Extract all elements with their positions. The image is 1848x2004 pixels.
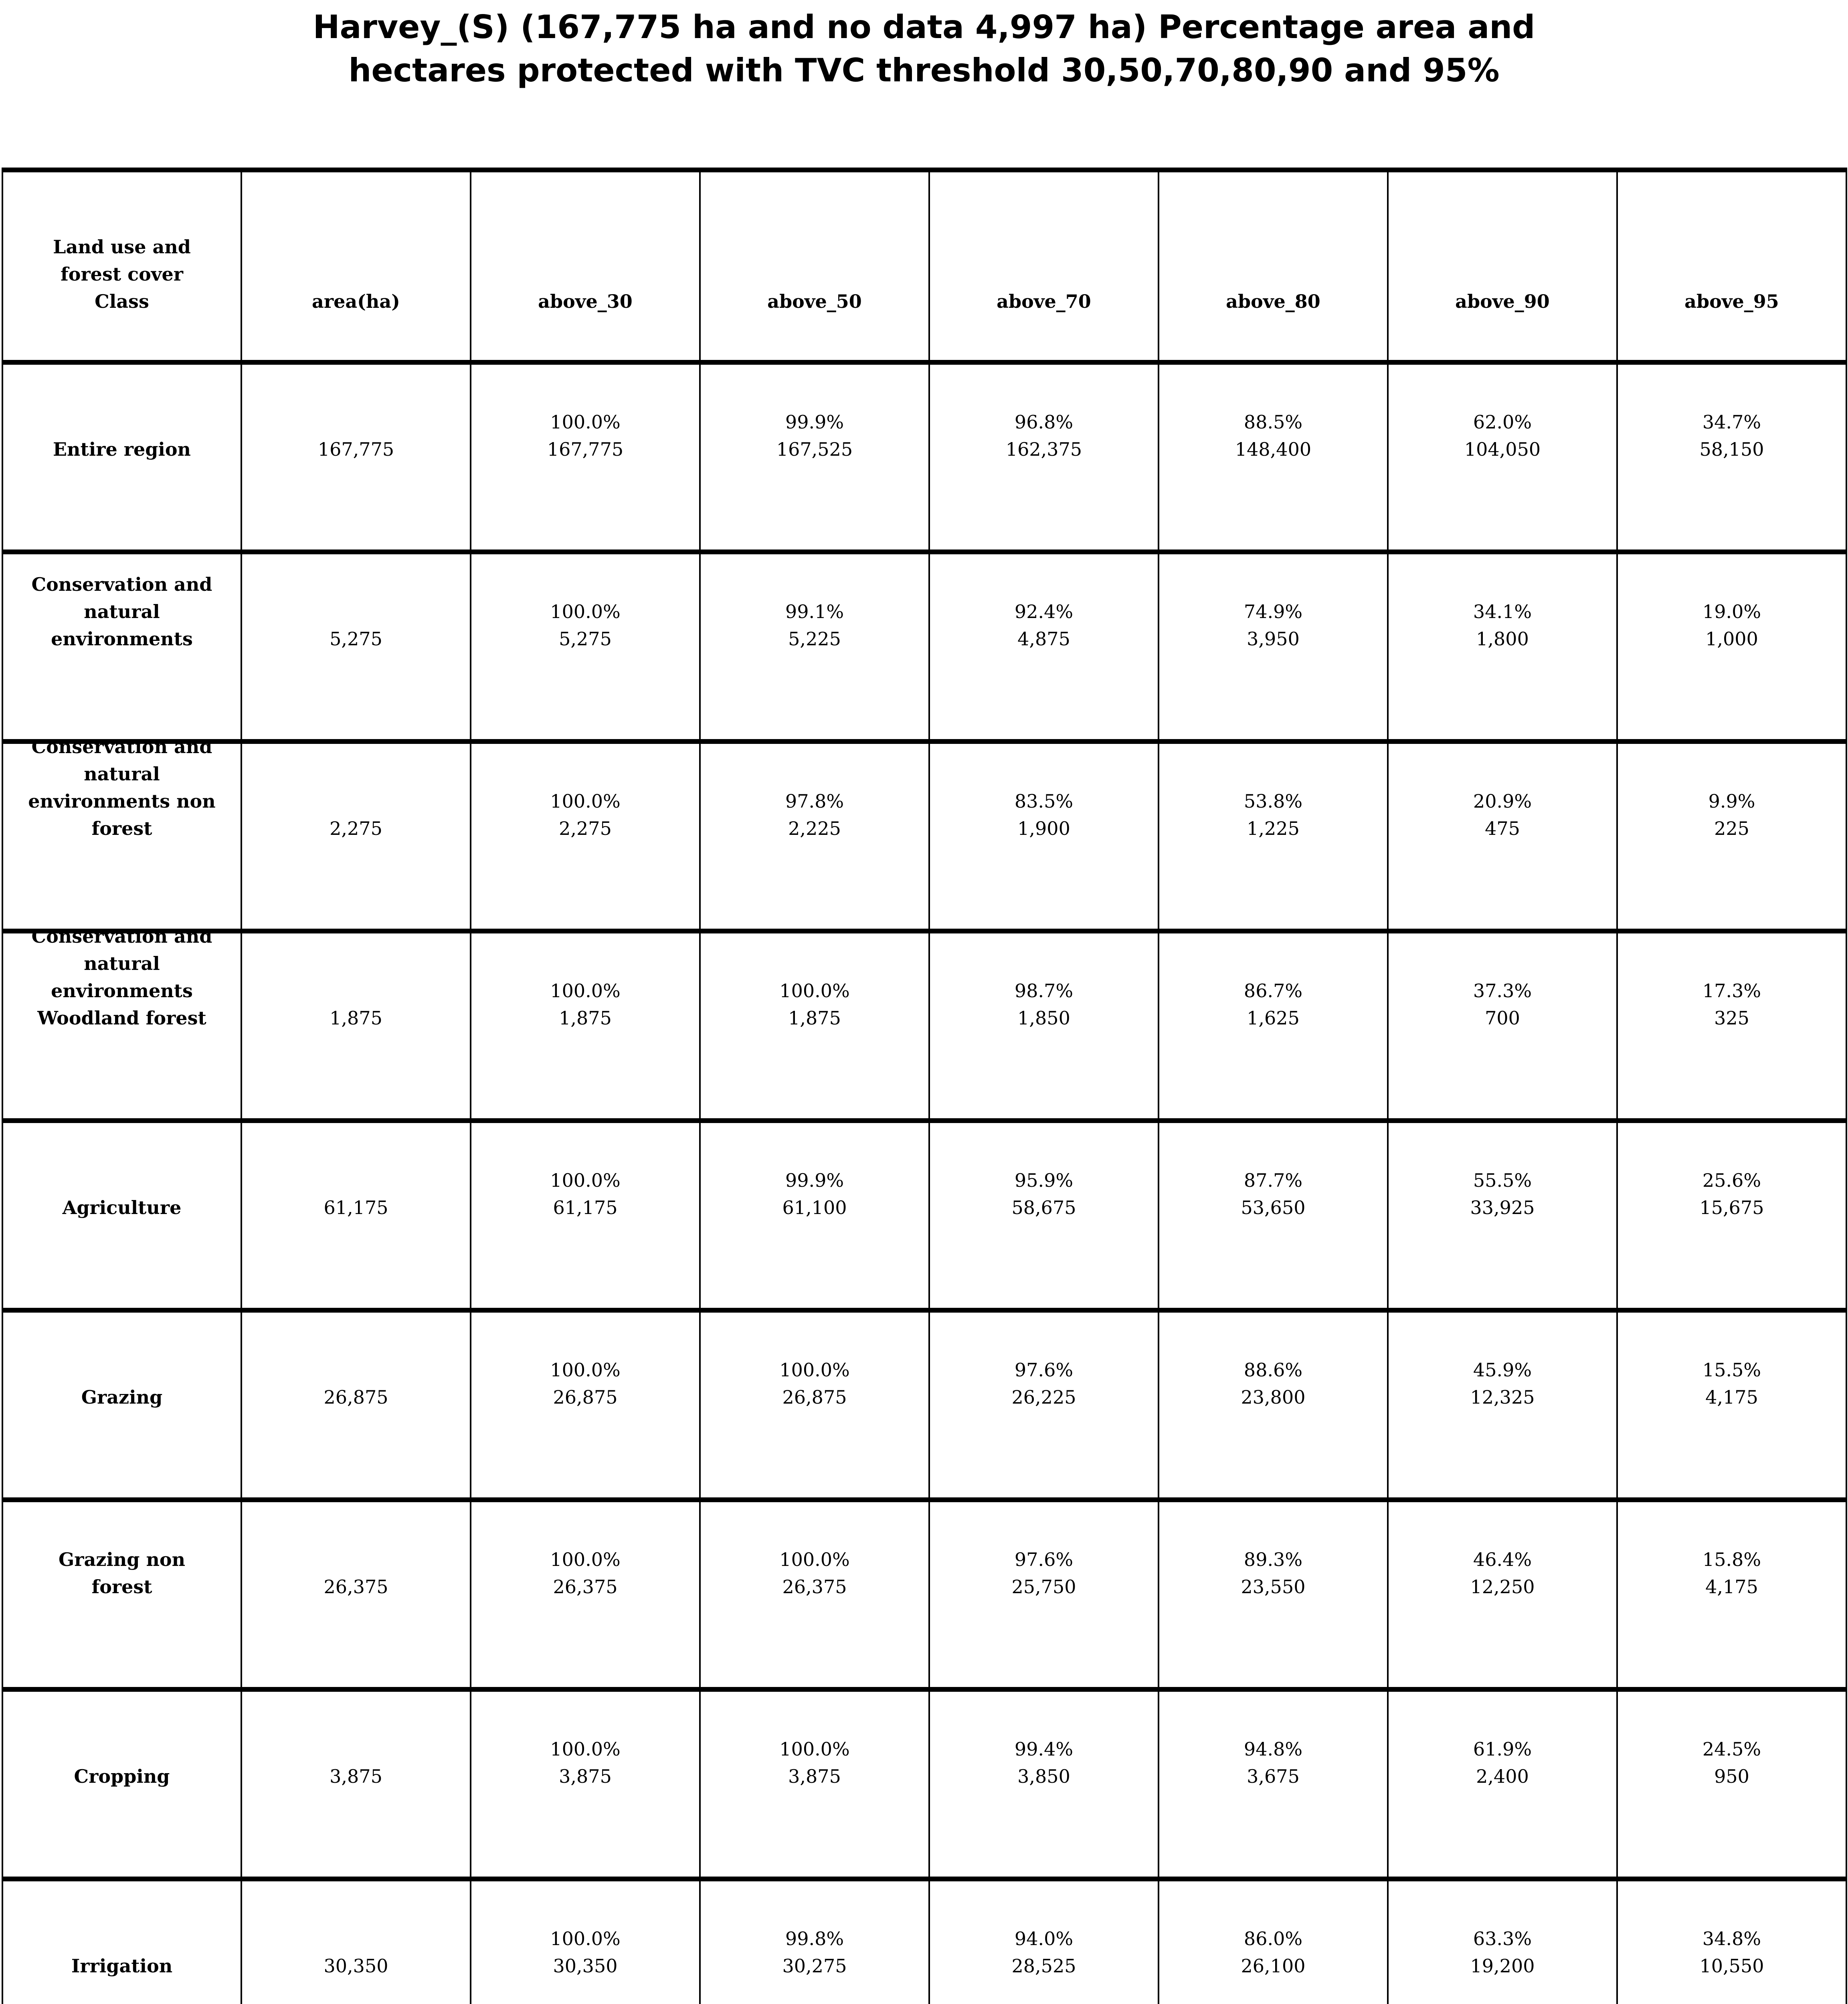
table-cell: 83.5% 1,900 — [928, 741, 1159, 931]
table-row: Conservation and natural environments Wo… — [2, 925, 1847, 1121]
table-cell: 26,875 — [241, 1310, 471, 1500]
table-cell: 53.8% 1,225 — [1158, 741, 1389, 931]
table-cell: 100.0% 26,375 — [470, 1500, 701, 1689]
table-cell: 37.3% 700 — [1387, 931, 1618, 1121]
table-cell: 86.0% 26,100 — [1158, 1879, 1389, 2004]
table-cell: 97.6% 26,225 — [928, 1310, 1159, 1500]
table-row: Grazing 26,875 100.0% 26,875 100.0% 26,8… — [2, 1310, 1847, 1500]
table-cell: 100.0% 3,875 — [699, 1689, 930, 1879]
table-cell: 30,350 — [241, 1879, 471, 2004]
table-cell: 74.9% 3,950 — [1158, 552, 1389, 741]
table-cell: 19.0% 1,000 — [1616, 552, 1847, 741]
row-label-cell: Grazing — [2, 1310, 242, 1500]
table-cell: 99.9% 167,525 — [699, 362, 930, 552]
table-cell: 89.3% 23,550 — [1158, 1500, 1389, 1689]
table-cell: 98.7% 1,850 — [928, 931, 1159, 1121]
table-row: Grazing non forest 26,375 100.0% 26,375 … — [2, 1500, 1847, 1689]
table-row: Entire region 167,775 100.0% 167,775 99.… — [2, 362, 1847, 552]
row-label-cell: Agriculture — [2, 1121, 242, 1310]
table-cell: 2,275 — [241, 741, 471, 931]
table-cell: 99.4% 3,850 — [928, 1689, 1159, 1879]
table-cell: 100.0% 167,775 — [470, 362, 701, 552]
table-row: Cropping 3,875 100.0% 3,875 100.0% 3,875… — [2, 1689, 1847, 1879]
table-cell: 1,875 — [241, 931, 471, 1121]
header-row: Land use and forest cover Class area(ha)… — [2, 170, 1847, 362]
table-cell: 100.0% 3,875 — [470, 1689, 701, 1879]
table-cell: 100.0% 61,175 — [470, 1121, 701, 1310]
table-cell: 17.3% 325 — [1616, 931, 1847, 1121]
table-cell: 100.0% 26,875 — [699, 1310, 930, 1500]
table-cell: 34.8% 10,550 — [1616, 1879, 1847, 2004]
row-label-cell: Conservation and natural environments Wo… — [2, 925, 242, 1121]
tvc-threshold-table: Land use and forest cover Class area(ha)… — [2, 168, 1847, 2004]
row-label-cell: Grazing non forest — [2, 1500, 242, 1689]
table-cell: 9.9% 225 — [1616, 741, 1847, 931]
column-header-above-50: above_50 — [699, 170, 930, 362]
table-cell: 25.6% 15,675 — [1616, 1121, 1847, 1310]
page-title: Harvey_(S) (167,775 ha and no data 4,997… — [0, 6, 1848, 92]
table-cell: 34.7% 58,150 — [1616, 362, 1847, 552]
table-cell: 92.4% 4,875 — [928, 552, 1159, 741]
row-label-cell: Irrigation — [2, 1879, 242, 2004]
row-label-cell: Conservation and natural environments no… — [2, 736, 242, 931]
table-cell: 96.8% 162,375 — [928, 362, 1159, 552]
row-label-cell: Entire region — [2, 362, 242, 552]
column-header-above-70: above_70 — [928, 170, 1159, 362]
table-cell: 3,875 — [241, 1689, 471, 1879]
table-cell: 15.8% 4,175 — [1616, 1500, 1847, 1689]
column-header-above-90: above_90 — [1387, 170, 1618, 362]
page-title-line2: hectares protected with TVC threshold 30… — [348, 52, 1500, 89]
column-header-above-95: above_95 — [1616, 170, 1847, 362]
table-cell: 87.7% 53,650 — [1158, 1121, 1389, 1310]
table-row: Agriculture 61,175 100.0% 61,175 99.9% 6… — [2, 1121, 1847, 1310]
table-cell: 100.0% 5,275 — [470, 552, 701, 741]
table-cell: 63.3% 19,200 — [1387, 1879, 1618, 2004]
table-cell: 61.9% 2,400 — [1387, 1689, 1618, 1879]
table-row: Conservation and natural environments no… — [2, 736, 1847, 931]
column-header-above-80: above_80 — [1158, 170, 1389, 362]
table-cell: 100.0% 26,875 — [470, 1310, 701, 1500]
table-cell: 99.8% 30,275 — [699, 1879, 930, 2004]
table-cell: 100.0% 30,350 — [470, 1879, 701, 2004]
table-cell: 45.9% 12,325 — [1387, 1310, 1618, 1500]
row-label-cell: Conservation and natural environments — [2, 552, 242, 741]
table-cell: 99.9% 61,100 — [699, 1121, 930, 1310]
column-header-class: Land use and forest cover Class — [2, 170, 242, 362]
table-cell: 61,175 — [241, 1121, 471, 1310]
table-row: Irrigation 30,350 100.0% 30,350 99.8% 30… — [2, 1879, 1847, 2004]
table-cell: 26,375 — [241, 1500, 471, 1689]
table-cell: 99.1% 5,225 — [699, 552, 930, 741]
table-cell: 100.0% 2,275 — [470, 741, 701, 931]
table-cell: 86.7% 1,625 — [1158, 931, 1389, 1121]
table-cell: 20.9% 475 — [1387, 741, 1618, 931]
table-cell: 34.1% 1,800 — [1387, 552, 1618, 741]
table-cell: 100.0% 1,875 — [470, 931, 701, 1121]
table-cell: 88.6% 23,800 — [1158, 1310, 1389, 1500]
table-cell: 97.8% 2,225 — [699, 741, 930, 931]
table-cell: 24.5% 950 — [1616, 1689, 1847, 1879]
table-cell: 167,775 — [241, 362, 471, 552]
table-cell: 15.5% 4,175 — [1616, 1310, 1847, 1500]
table-cell: 88.5% 148,400 — [1158, 362, 1389, 552]
table-cell: 62.0% 104,050 — [1387, 362, 1618, 552]
table-cell: 5,275 — [241, 552, 471, 741]
table-cell: 95.9% 58,675 — [928, 1121, 1159, 1310]
page-title-line1: Harvey_(S) (167,775 ha and no data 4,997… — [313, 8, 1535, 46]
column-header-above-30: above_30 — [470, 170, 701, 362]
table-cell: 94.8% 3,675 — [1158, 1689, 1389, 1879]
table-cell: 97.6% 25,750 — [928, 1500, 1159, 1689]
table-cell: 100.0% 26,375 — [699, 1500, 930, 1689]
table-row: Conservation and natural environments 5,… — [2, 552, 1847, 741]
table-cell: 46.4% 12,250 — [1387, 1500, 1618, 1689]
table-cell: 55.5% 33,925 — [1387, 1121, 1618, 1310]
table-cell: 100.0% 1,875 — [699, 931, 930, 1121]
table-cell: 94.0% 28,525 — [928, 1879, 1159, 2004]
column-header-area: area(ha) — [241, 170, 471, 362]
row-label-cell: Cropping — [2, 1689, 242, 1879]
